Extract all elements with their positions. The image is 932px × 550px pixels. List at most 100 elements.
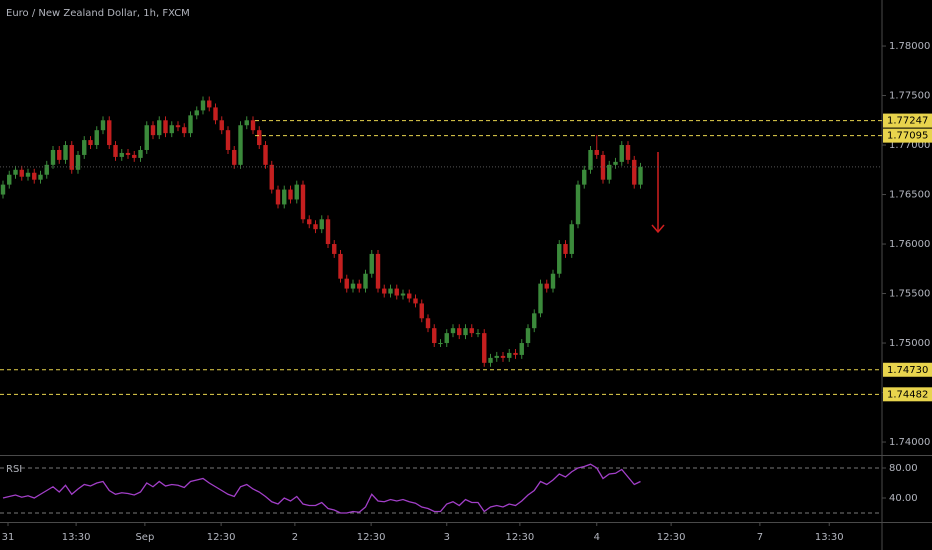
candle-body <box>632 159 637 185</box>
candle-body <box>363 273 368 289</box>
candle-body <box>344 278 349 289</box>
candle-body <box>219 120 224 131</box>
candle-body <box>350 283 356 289</box>
candle-body <box>150 125 156 136</box>
candle-body <box>82 140 87 155</box>
candle-body <box>438 343 443 345</box>
candle-body <box>575 184 581 225</box>
candle-body <box>213 107 218 121</box>
candle-body <box>425 318 431 329</box>
candle-body <box>475 333 481 335</box>
candle-body <box>132 154 137 158</box>
candle-body <box>625 145 631 160</box>
y-tick-label: 1.76000 <box>889 239 930 250</box>
candle-body <box>38 174 43 180</box>
candle-body <box>613 161 618 165</box>
candle-body <box>394 288 399 296</box>
candle-body <box>375 253 381 289</box>
candle-body <box>13 169 18 175</box>
candle-body <box>263 145 268 165</box>
candle-body <box>444 333 449 344</box>
candle-body <box>619 145 624 162</box>
candle-body <box>107 120 112 146</box>
candle-body <box>144 125 149 150</box>
candle-body <box>182 127 187 134</box>
candle-body <box>0 184 6 195</box>
candle-body <box>319 219 324 230</box>
indicator-title: RSI <box>6 464 22 475</box>
candle-body <box>463 328 468 336</box>
level-label: 1.77095 <box>887 131 928 142</box>
x-tick-label: 13:30 <box>815 532 844 543</box>
candle-body <box>544 283 549 289</box>
level-label-bg <box>883 113 932 128</box>
candle-body <box>332 244 337 254</box>
candle-body <box>588 149 593 170</box>
y-tick-label: 1.75500 <box>889 289 930 300</box>
candle-body <box>450 328 456 334</box>
candle-body <box>569 224 574 254</box>
candle-body <box>63 145 68 160</box>
x-tick-label: 12:30 <box>505 532 534 543</box>
candle-body <box>207 100 212 108</box>
candle-body <box>300 184 306 220</box>
candle-body <box>7 174 12 185</box>
candle-body <box>607 164 612 180</box>
candle-body <box>119 152 124 157</box>
candle-body <box>488 357 493 363</box>
candle-body <box>313 224 318 230</box>
candle-body <box>100 120 106 131</box>
candle-body <box>19 169 24 177</box>
candle-body <box>638 166 643 185</box>
y-tick-label: 80.00 <box>889 463 918 474</box>
candle-body <box>169 125 174 134</box>
rsi-line <box>2 463 641 514</box>
candle-body <box>294 184 299 200</box>
candle-body <box>238 125 243 165</box>
candle-body <box>200 100 206 111</box>
candle-body <box>325 219 331 245</box>
candle-body <box>582 169 587 185</box>
candle-body <box>400 293 406 296</box>
level-label: 1.74730 <box>887 365 928 376</box>
level-label-bg <box>883 128 932 143</box>
candle-body <box>407 293 412 299</box>
candle-body <box>275 189 281 205</box>
candle-body <box>532 313 537 329</box>
candle-body <box>125 152 131 155</box>
candle-body <box>507 352 512 358</box>
candle-body <box>188 115 193 134</box>
y-tick-label: 1.77000 <box>889 140 930 151</box>
y-tick-label: 40.00 <box>889 493 918 504</box>
candle-body <box>500 355 506 358</box>
candle-body <box>525 328 531 344</box>
candle-body <box>457 328 462 336</box>
candle-body <box>419 303 424 319</box>
candle-body <box>538 283 543 314</box>
candle-body <box>32 172 37 180</box>
candle-body <box>75 154 81 170</box>
x-tick-label: 12:30 <box>357 532 386 543</box>
candle-body <box>25 172 31 177</box>
candle-body <box>369 253 374 274</box>
candle-body <box>557 244 562 274</box>
x-tick-label: 13:30 <box>62 532 91 543</box>
x-tick-label: 4 <box>594 532 600 543</box>
candle-body <box>494 355 499 358</box>
x-tick-label: 12:30 <box>207 532 236 543</box>
candle-body <box>50 149 56 165</box>
candle-body <box>113 145 118 157</box>
y-tick-label: 1.78000 <box>889 41 930 52</box>
candle-body <box>482 333 487 363</box>
candle-body <box>163 120 168 134</box>
candle-body <box>138 149 143 158</box>
x-tick-label: Sep <box>135 532 154 543</box>
candle-body <box>250 120 256 131</box>
candle-body <box>175 125 181 128</box>
candle-body <box>519 343 524 355</box>
candle-body <box>257 130 262 146</box>
candle-body <box>550 273 556 289</box>
x-tick-label: 31 <box>2 532 15 543</box>
x-tick-label: 3 <box>444 532 450 543</box>
